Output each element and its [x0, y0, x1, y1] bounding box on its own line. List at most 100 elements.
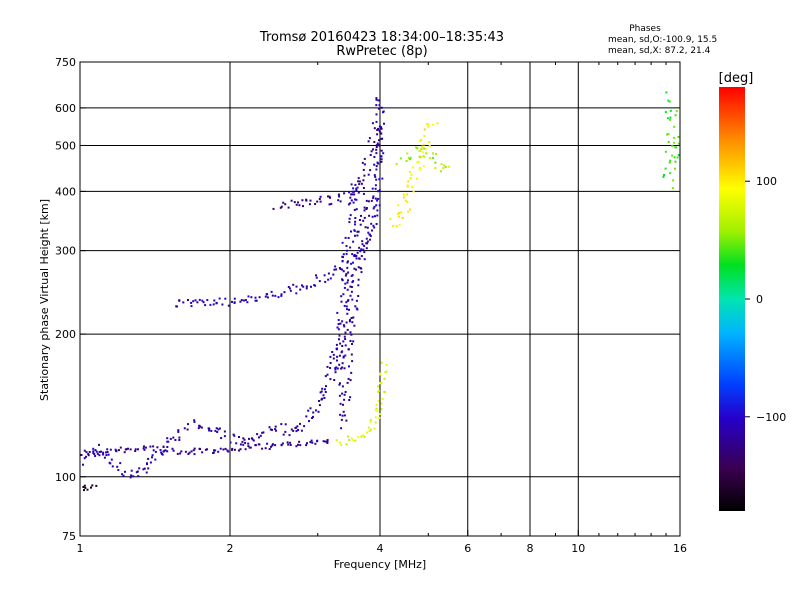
- data-point: [92, 450, 95, 453]
- data-point: [95, 484, 98, 487]
- data-point: [664, 111, 667, 114]
- data-point: [382, 152, 385, 155]
- data-point: [664, 150, 667, 153]
- data-point: [375, 204, 378, 207]
- data-point: [372, 196, 375, 199]
- data-point: [184, 450, 187, 453]
- data-point: [319, 391, 322, 394]
- data-point: [375, 168, 378, 171]
- data-point: [375, 120, 378, 123]
- data-point: [406, 184, 409, 187]
- data-point: [341, 320, 344, 323]
- data-point: [355, 208, 358, 211]
- data-point: [357, 191, 360, 194]
- data-point: [347, 348, 350, 351]
- data-point: [666, 133, 669, 136]
- data-point: [103, 456, 106, 459]
- data-point: [136, 470, 139, 473]
- data-point: [319, 195, 322, 198]
- data-point: [190, 305, 193, 308]
- data-point: [423, 155, 426, 158]
- data-point: [289, 289, 292, 292]
- data-point: [352, 340, 355, 343]
- data-point: [85, 455, 87, 458]
- data-point: [342, 340, 345, 343]
- data-point: [280, 293, 283, 296]
- data-point: [208, 429, 211, 432]
- data-point: [358, 246, 361, 249]
- data-point: [360, 435, 363, 438]
- data-point: [373, 427, 376, 430]
- data-point: [266, 442, 269, 445]
- data-point: [421, 145, 423, 148]
- data-point: [376, 214, 379, 217]
- data-point: [383, 122, 385, 125]
- data-point: [247, 442, 250, 445]
- data-point: [137, 475, 140, 478]
- data-point: [354, 217, 357, 219]
- data-point: [359, 267, 362, 269]
- data-point: [229, 441, 232, 444]
- data-point: [244, 299, 247, 302]
- data-point: [341, 278, 343, 281]
- data-point: [318, 280, 321, 283]
- data-point: [134, 450, 137, 452]
- data-point: [350, 371, 353, 374]
- data-point: [665, 91, 668, 94]
- data-point: [669, 116, 672, 119]
- data-point: [109, 448, 112, 451]
- data-point: [375, 113, 378, 116]
- data-point: [378, 125, 381, 128]
- data-point: [179, 452, 182, 455]
- data-point: [270, 445, 272, 448]
- data-point: [420, 147, 423, 150]
- data-point: [232, 433, 235, 436]
- data-point: [356, 436, 359, 439]
- data-point: [673, 141, 675, 144]
- data-point: [327, 195, 329, 198]
- data-point: [351, 321, 354, 324]
- data-point: [274, 425, 277, 428]
- data-point: [418, 155, 421, 158]
- data-point: [193, 419, 196, 422]
- data-point: [329, 196, 331, 199]
- data-point: [188, 451, 191, 454]
- data-point: [98, 443, 100, 446]
- data-point: [675, 110, 678, 113]
- data-point: [106, 451, 109, 453]
- data-point: [295, 203, 298, 206]
- data-point: [337, 328, 340, 331]
- data-point: [673, 136, 676, 139]
- data-point: [436, 122, 439, 125]
- data-point: [370, 222, 373, 225]
- data-point: [367, 231, 370, 234]
- data-point: [347, 271, 350, 274]
- data-point: [368, 426, 370, 429]
- data-point: [255, 299, 258, 302]
- y-tick-label: 75: [62, 530, 76, 543]
- data-point: [202, 301, 205, 304]
- data-point: [676, 156, 679, 159]
- data-point: [351, 193, 354, 196]
- data-point: [357, 266, 360, 269]
- data-point: [374, 215, 376, 218]
- data-point: [310, 285, 312, 288]
- data-point: [300, 429, 303, 432]
- data-point: [187, 299, 189, 301]
- data-point: [362, 248, 365, 251]
- data-point: [256, 433, 259, 436]
- data-point: [244, 441, 247, 444]
- data-point: [196, 301, 199, 304]
- data-point: [432, 157, 435, 159]
- data-point: [98, 454, 101, 457]
- data-point: [333, 268, 336, 271]
- data-point: [417, 160, 420, 163]
- data-point: [667, 132, 670, 135]
- data-point: [250, 437, 253, 440]
- data-point: [272, 207, 275, 210]
- data-point: [284, 203, 287, 206]
- data-point: [335, 439, 338, 442]
- data-point: [338, 195, 341, 198]
- data-point: [363, 435, 366, 438]
- data-point: [82, 463, 84, 466]
